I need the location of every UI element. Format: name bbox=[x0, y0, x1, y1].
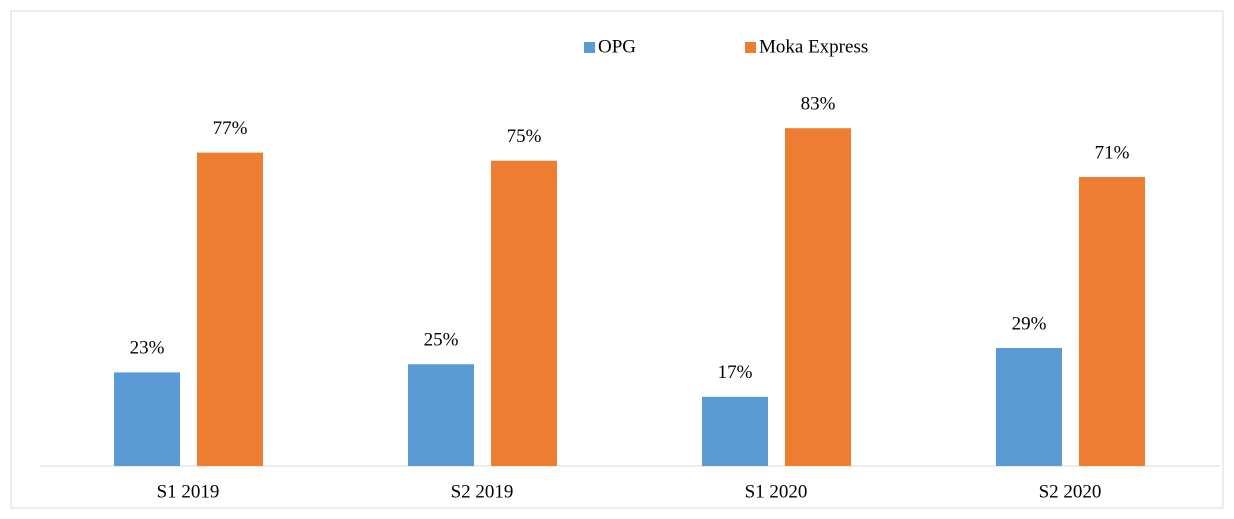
data-label: 83% bbox=[801, 94, 836, 115]
x-tick-label: S1 2020 bbox=[745, 481, 808, 502]
data-label: 75% bbox=[507, 126, 542, 147]
legend-swatch bbox=[745, 42, 756, 53]
bar bbox=[702, 396, 768, 466]
x-tick-label: S1 2019 bbox=[157, 481, 220, 502]
bar bbox=[491, 160, 557, 466]
x-tick-label: S2 2019 bbox=[451, 481, 514, 502]
data-label: 17% bbox=[718, 362, 753, 383]
x-tick-label: S2 2020 bbox=[1039, 481, 1102, 502]
data-label: 71% bbox=[1095, 142, 1130, 163]
bar bbox=[408, 364, 474, 466]
data-label: 25% bbox=[424, 330, 459, 351]
bar bbox=[114, 372, 180, 466]
bar bbox=[1079, 177, 1145, 466]
legend-label: Moka Express bbox=[759, 36, 868, 57]
data-label: 77% bbox=[213, 118, 248, 139]
bar bbox=[996, 347, 1062, 466]
bar bbox=[785, 128, 851, 466]
legend-swatch bbox=[584, 42, 595, 53]
data-label: 23% bbox=[130, 338, 165, 359]
data-label: 29% bbox=[1012, 313, 1047, 334]
bar bbox=[197, 152, 263, 467]
legend-label: OPG bbox=[598, 36, 636, 57]
